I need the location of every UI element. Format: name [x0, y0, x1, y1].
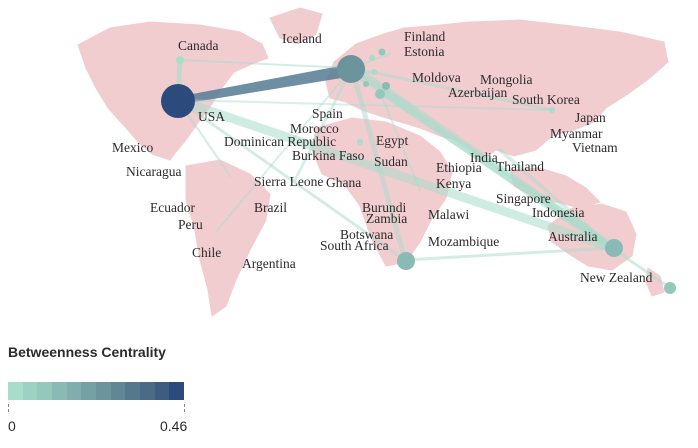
edge	[179, 59, 351, 69]
label-iceland: Iceland	[282, 31, 322, 46]
label-zambia: Zambia	[366, 211, 407, 226]
legend-color-scale	[8, 382, 185, 400]
label-ghana: Ghana	[326, 175, 361, 190]
legend-swatch-6	[96, 382, 111, 400]
label-peru: Peru	[178, 217, 203, 232]
legend-swatch-3	[52, 382, 67, 400]
edge	[215, 67, 353, 233]
label-australia: Australia	[548, 229, 598, 244]
legend-max-label: 0.46	[160, 418, 188, 434]
edge	[610, 246, 672, 290]
landmass-greenland	[269, 7, 323, 45]
node-south-korea[interactable]	[549, 107, 555, 113]
label-burundi: Burundi	[362, 200, 407, 215]
label-argentina: Argentina	[242, 256, 296, 271]
edge	[542, 197, 615, 251]
legend-swatch-9	[140, 382, 155, 400]
label-new-zealand: New Zealand	[580, 270, 653, 285]
label-sierra-leone: Sierra Leone	[254, 174, 323, 189]
edge	[176, 98, 407, 262]
landmass-eurasia	[325, 19, 669, 161]
label-mongolia: Mongolia	[480, 72, 533, 87]
edge	[498, 148, 614, 250]
edge	[350, 66, 554, 112]
node-singapore[interactable]	[542, 195, 548, 201]
label-indonesia: Indonesia	[532, 205, 584, 220]
label-chile: Chile	[192, 245, 221, 260]
label-botswana: Botswana	[340, 227, 393, 242]
label-usa: USA	[198, 109, 225, 124]
label-south-africa: South Africa	[320, 238, 389, 253]
node-moldova[interactable]	[382, 82, 390, 90]
label-spain: Spain	[312, 106, 343, 121]
network-edges	[173, 53, 672, 290]
edge	[379, 91, 421, 191]
label-egypt: Egypt	[376, 133, 408, 148]
label-dominican-republic: Dominican Republic	[224, 134, 336, 149]
node-europe-small-1[interactable]	[369, 55, 375, 61]
label-canada: Canada	[178, 38, 218, 53]
label-ethiopia: Ethiopia	[436, 160, 482, 175]
edge	[403, 246, 614, 262]
legend-swatch-4	[66, 382, 82, 400]
node-south-africa[interactable]	[397, 252, 415, 270]
label-thailand: Thailand	[496, 159, 544, 174]
node-australia[interactable]	[605, 239, 623, 257]
legend-swatch-8	[125, 382, 141, 400]
centrality-legend: Betweenness Centrality 0 0.46	[8, 344, 208, 444]
legend-swatch-2	[37, 382, 53, 400]
edge	[361, 53, 391, 65]
label-ecuador: Ecuador	[150, 200, 195, 215]
legend-swatch-5	[81, 382, 97, 400]
node-estonia[interactable]	[378, 48, 386, 56]
world-landmass	[77, 7, 669, 317]
label-mozambique: Mozambique	[428, 234, 499, 249]
label-south-korea: South Korea	[512, 92, 580, 107]
edge-usa-europe	[182, 64, 354, 104]
label-nicaragua: Nicaragua	[126, 164, 181, 179]
node-canada[interactable]	[176, 56, 184, 64]
label-morocco: Morocco	[290, 121, 339, 136]
legend-title: Betweenness Centrality	[8, 344, 166, 360]
label-japan: Japan	[575, 110, 606, 125]
node-egypt[interactable]	[357, 139, 363, 145]
landmass-south-america	[185, 159, 271, 317]
legend-swatch-1	[22, 382, 38, 400]
edge	[293, 66, 354, 182]
label-moldova: Moldova	[412, 70, 461, 85]
label-estonia: Estonia	[404, 44, 445, 59]
node-usa[interactable]	[161, 84, 195, 118]
legend-min-label: 0	[8, 418, 16, 434]
node-europe-small-2[interactable]	[363, 81, 369, 87]
label-singapore: Singapore	[496, 191, 551, 206]
label-burkina-faso: Burkina Faso	[292, 148, 365, 163]
edge	[173, 95, 617, 253]
label-kenya: Kenya	[436, 176, 471, 191]
label-sudan: Sudan	[374, 154, 408, 169]
legend-min-tick	[8, 404, 9, 412]
node-new-zealand[interactable]	[664, 282, 676, 294]
edge	[349, 65, 408, 263]
legend-swatch-11	[169, 382, 185, 400]
legend-max-tick	[184, 404, 185, 412]
map-canvas: Canada Iceland Finland Estonia Moldova M…	[77, 7, 676, 317]
label-azerbaijan: Azerbaijan	[448, 85, 507, 100]
label-brazil: Brazil	[254, 200, 287, 215]
label-mexico: Mexico	[112, 140, 153, 155]
edge	[177, 99, 553, 111]
label-vietnam: Vietnam	[572, 140, 618, 155]
node-europe-small-3[interactable]	[375, 89, 385, 99]
legend-swatch-0	[8, 382, 23, 400]
legend-swatch-10	[154, 382, 170, 400]
label-malawi: Malawi	[428, 207, 469, 222]
country-labels: Canada Iceland Finland Estonia Moldova M…	[112, 29, 653, 285]
label-myanmar: Myanmar	[550, 126, 603, 141]
legend-swatch-7	[110, 382, 126, 400]
node-europe-small-4[interactable]	[371, 69, 377, 75]
label-finland: Finland	[404, 29, 446, 44]
node-europe-hub[interactable]	[337, 55, 365, 83]
label-india: India	[470, 150, 498, 165]
network-nodes	[161, 48, 676, 294]
